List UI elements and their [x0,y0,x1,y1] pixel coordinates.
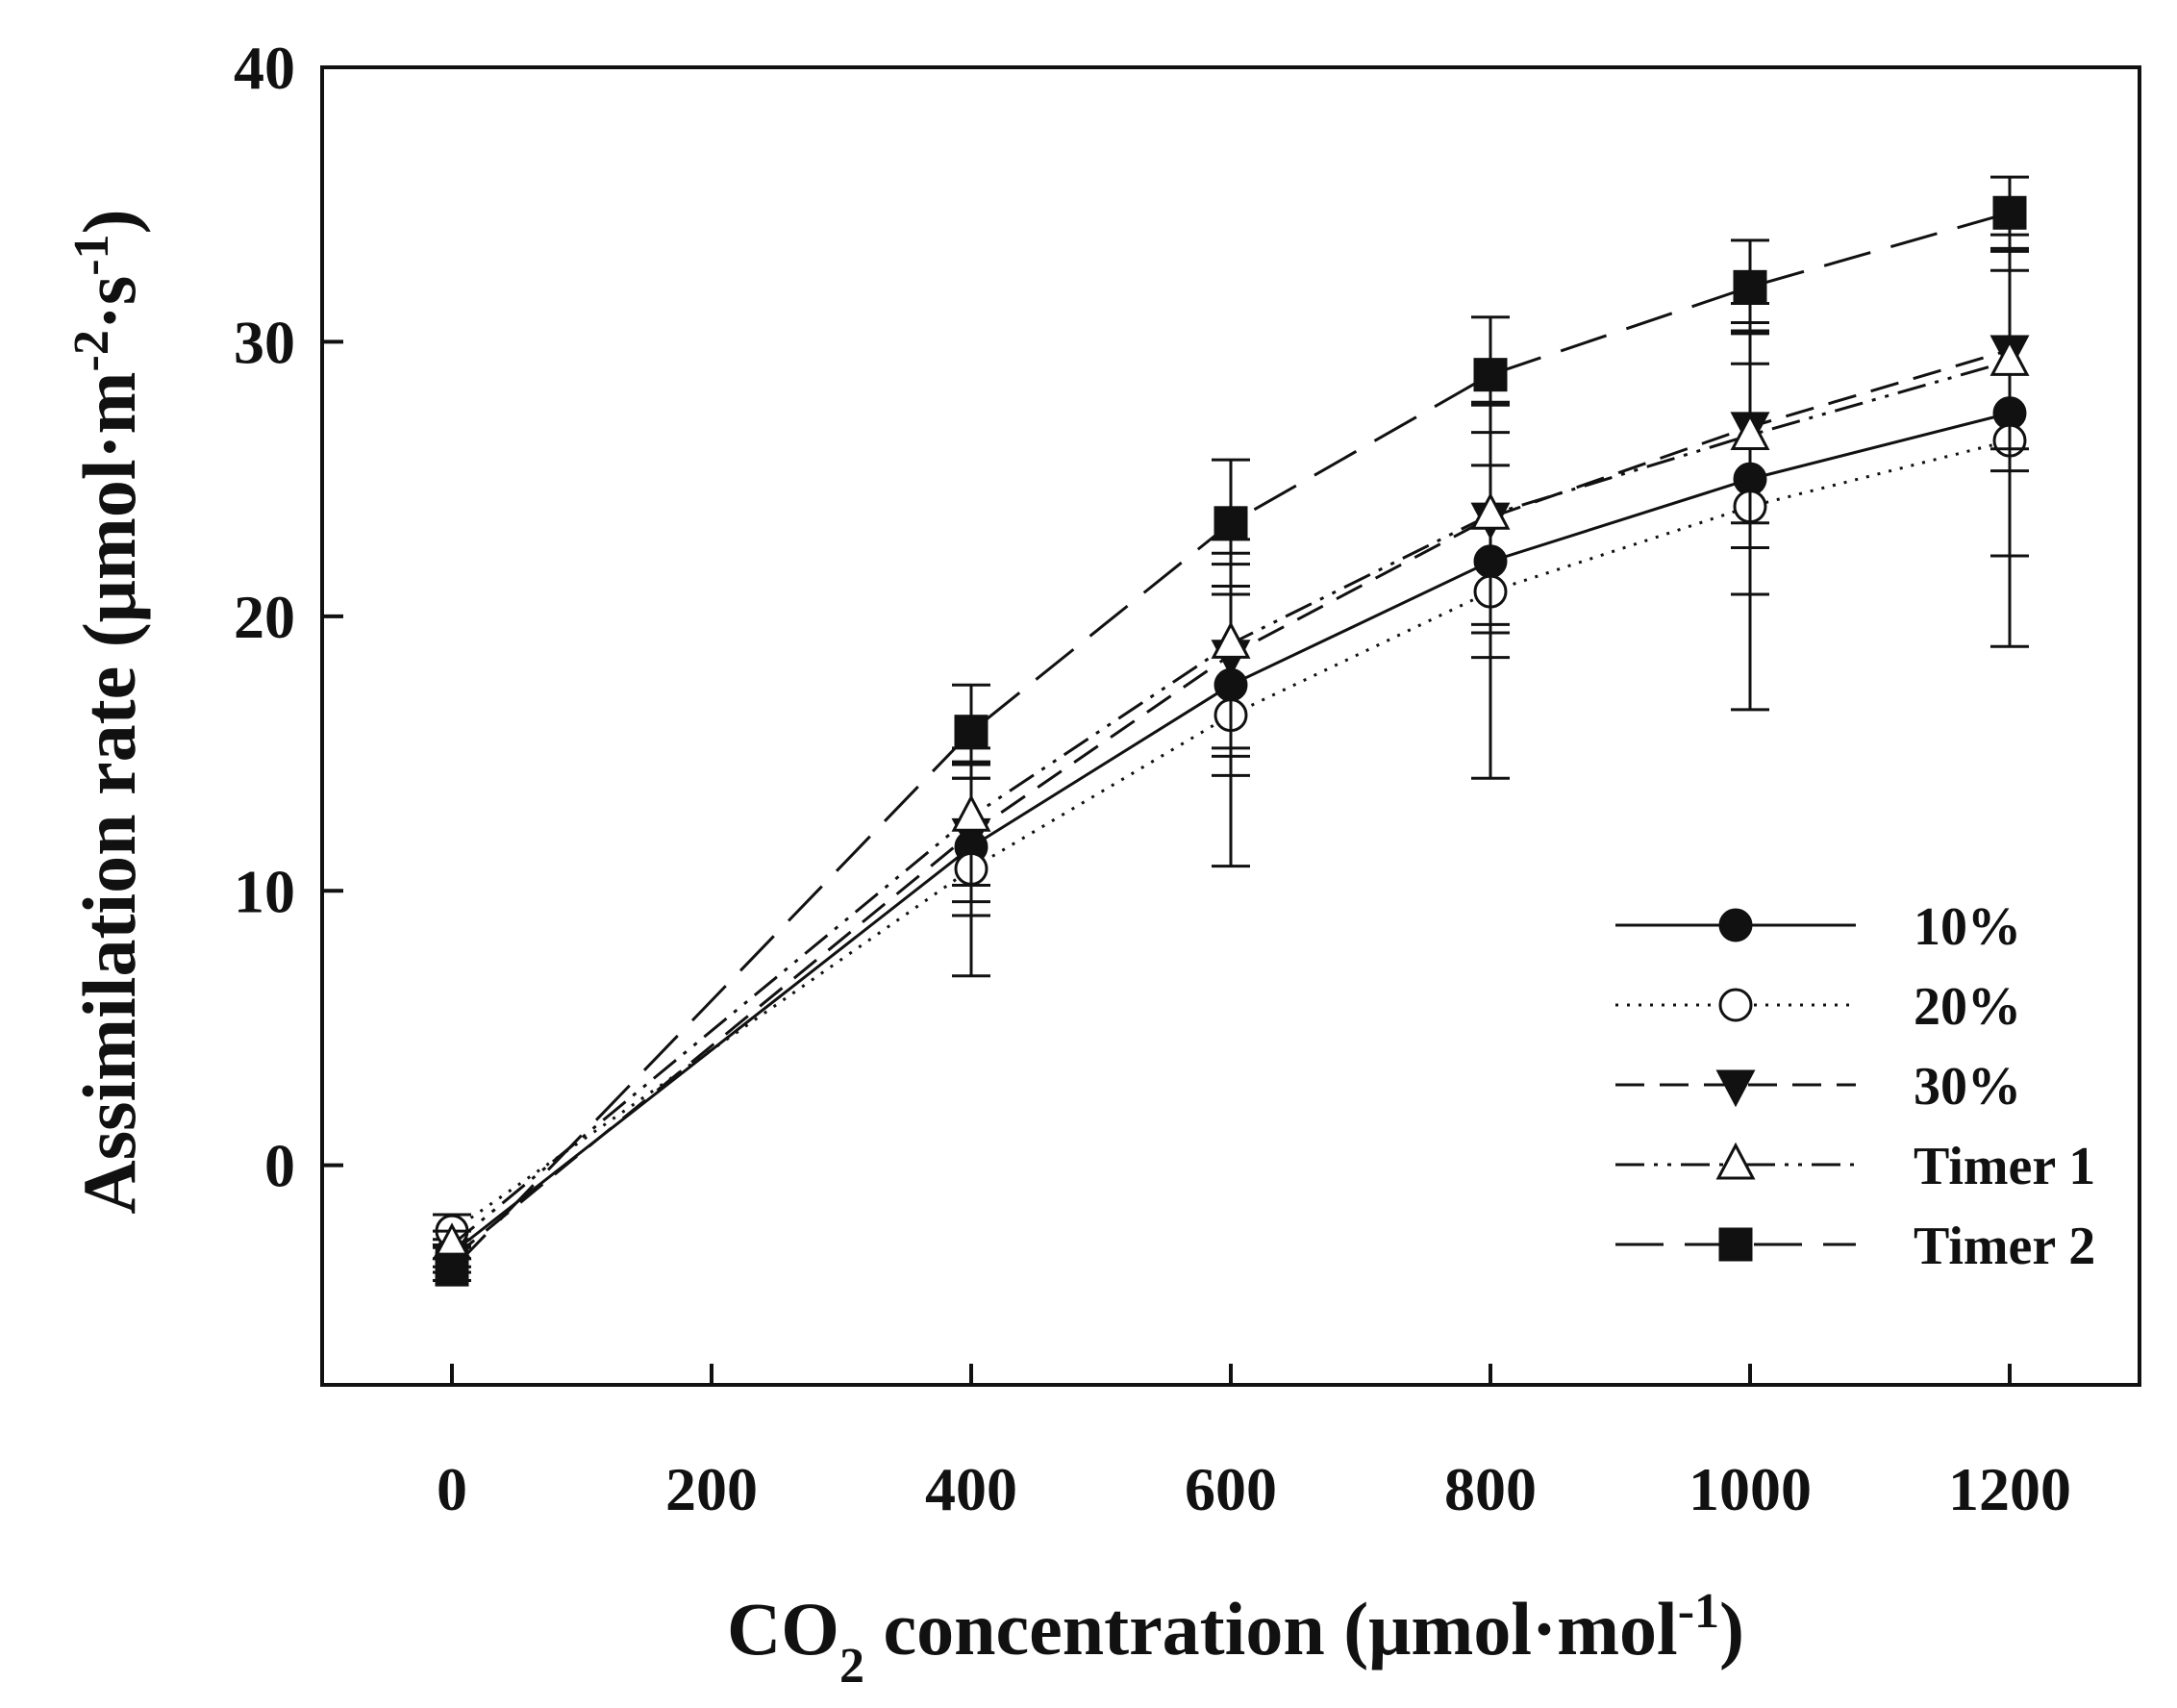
data-point [1211,621,1251,659]
series-line [451,348,2011,1260]
data-point [1989,339,2030,376]
x-tick-label: 800 [1444,1455,1537,1523]
legend-marker [1718,988,1753,1022]
x-tick-label: 1000 [1689,1455,1812,1523]
legend-label: Timer 2 [1914,1217,2095,1276]
legend-label: Timer 1 [1914,1137,2095,1196]
series-timer-2 [433,175,2029,1287]
y-tick-label: 0 [264,1132,295,1200]
legend-marker [1715,1069,1756,1108]
legend-item: 30% [1615,1057,2021,1117]
legend-item: Timer 1 [1615,1137,2095,1196]
legend-item: 20% [1615,977,2021,1037]
data-point [1470,492,1511,530]
x-tick-label: 1200 [1948,1455,2071,1523]
series-line [451,359,2011,1246]
y-axis-title: Assimilation rate (μmol·m-2·s-1) [64,209,152,1214]
x-tick-label: 400 [925,1455,1017,1523]
data-point [1473,358,1508,392]
data-point [951,793,991,832]
legend-item: 10% [1615,897,2021,957]
x-tick-label: 600 [1185,1455,1277,1523]
x-axis-title: CO2 concentration (μmol·mol-1) [727,1584,1744,1694]
legend-label: 30% [1914,1057,2021,1117]
legend: 10% 20% 30% Timer 1 Timer 2 [1615,897,2095,1276]
legend-marker [1718,908,1753,942]
y-tick-label: 10 [234,857,295,925]
data-point [1733,269,1767,304]
data-point [435,1252,469,1287]
legend-label: 20% [1914,977,2021,1037]
y-tick-label: 20 [234,583,295,651]
data-point [954,715,988,749]
legend-label: 10% [1914,897,2021,957]
series-line [451,412,2011,1255]
y-tick-label: 30 [234,308,295,376]
x-tick-label: 0 [437,1455,467,1523]
legend-item: Timer 2 [1615,1217,2095,1276]
data-point [1730,413,1770,450]
series-line [450,211,2011,1271]
legend-marker [1715,1142,1756,1180]
legend-marker [1718,1227,1753,1262]
series-layer [432,175,2030,1287]
y-tick-label: 40 [234,34,295,102]
data-point [1992,195,2027,230]
x-tick-label: 200 [665,1455,758,1523]
data-point [1214,506,1248,540]
